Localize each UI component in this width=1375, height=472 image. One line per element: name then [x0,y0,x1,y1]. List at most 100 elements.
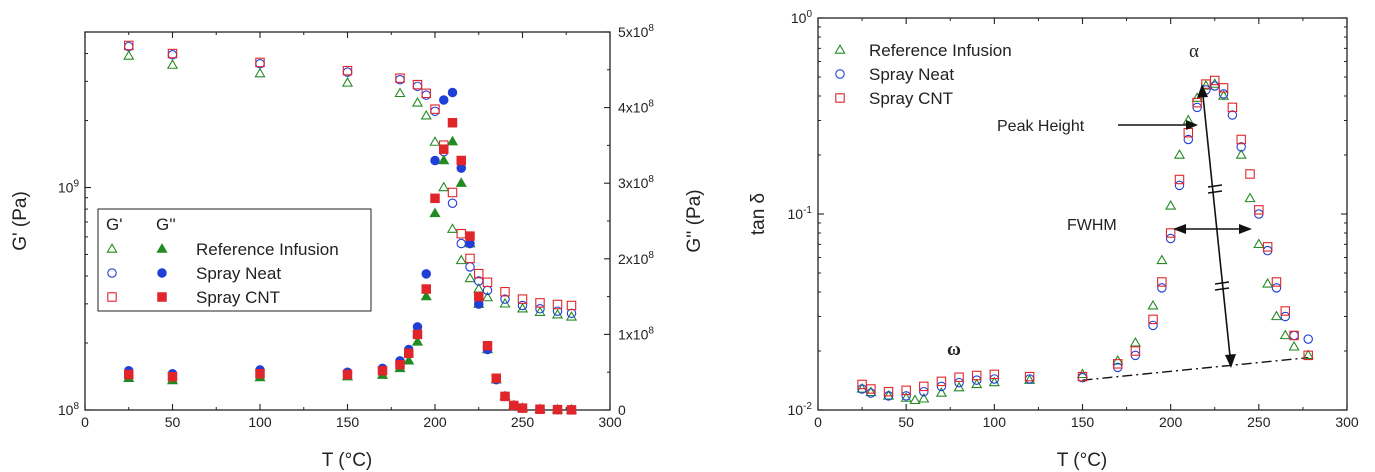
modulus-y2-tick-label: 3x108 [618,174,654,191]
gprime-reference-infusion-point [516,302,529,313]
tan-delta-reference-infusion-point [953,381,965,392]
gdoubleprime-spray-cnt-point [491,373,501,383]
gdoubleprime-reference-infusion-point [438,154,450,165]
omega-label: ω [947,339,961,360]
fwhm-double-arrow [1173,224,1252,234]
gprime-spray-neat-point [535,304,545,314]
tan-delta-spray-neat-point [1210,81,1220,91]
tan-delta-x-tick-label: 200 [1159,414,1183,430]
tan-delta-spray-cnt-point [1157,277,1167,287]
gdoubleprime-spray-cnt-point [430,193,440,204]
tan-delta-annotations: α ω Peak Height FWHM [947,41,1252,368]
modulus-y-axis-title: G' (Pa) [10,191,31,251]
tan-delta-spray-neat-point [1148,320,1158,331]
modulus-legend-box [97,208,372,312]
modulus-x-tick-label: 200 [423,414,447,430]
gdoubleprime-reference-infusion-point [420,290,432,301]
tan-delta-spray-cnt-point [1165,228,1176,238]
tan-delta-spray-neat-point [1236,142,1246,152]
gdoubleprime-spray-cnt-point [412,329,423,340]
peak-height-pointer-arrow [1118,120,1198,130]
gdoubleprime-spray-cnt-point [395,359,405,370]
tan-delta-spray-cnt-point [1130,346,1141,356]
legend-header-gprime: G' [106,215,122,234]
gdoubleprime-reference-infusion-point [429,207,441,218]
gdoubleprime-spray-neat-point [438,95,449,105]
tan-delta-legend: Reference Infusion Spray Neat Spray CNT [834,41,1012,108]
tan-delta-reference-infusion-point [900,392,912,402]
gprime-spray-cnt-point [482,277,493,288]
tan-delta-spray-cnt-point [919,381,929,392]
gprime-reference-infusion-point [464,272,476,283]
modulus-x-tick-labels: 0 50 100 150 200 250 300 [81,414,622,430]
tan-delta-x-tick-label: 50 [898,414,914,430]
gdoubleprime-spray-cnt-point [377,365,388,376]
tan-delta-y-tick-label: 100 [791,9,813,26]
tan-delta-chart: 0 50 100 150 200 250 300 10-2 10-1 100 T (°C) ta… [748,9,1359,471]
tan-delta-spray-cnt-point [1077,371,1088,382]
tan-delta-spray-neat-point [1157,283,1167,293]
modulus-x-tick-label: 150 [336,414,360,430]
tan-delta-reference-infusion-point [1147,299,1159,310]
tan-delta-legend-marker-spray-neat [835,69,845,79]
tan-delta-x-tick-label: 100 [983,414,1007,430]
gdoubleprime-spray-cnt-point [403,348,414,359]
tan-delta-spray-neat-point [1165,233,1176,244]
tan-delta-reference-infusion-point [1262,277,1274,288]
gdoubleprime-spray-cnt-point [552,404,563,415]
gdoubleprime-spray-cnt-point [482,340,493,351]
tan-delta-reference-infusion-point [1270,310,1283,321]
modulus-legend-marker-reference-infusion [106,243,118,253]
gprime-spray-cnt-point [124,40,134,51]
gdoubleprime-spray-cnt-point [465,231,475,241]
gprime-spray-cnt-point [517,294,528,304]
tan-delta-spray-neat-point [901,391,911,401]
gprime-spray-cnt-point [566,300,577,311]
gdoubleprime-spray-cnt-point [456,155,466,166]
tan-delta-x-tick-label: 0 [814,414,822,430]
gprime-spray-cnt-point [465,253,475,264]
tan-delta-reference-infusion-point [1279,329,1291,340]
peak-height-label: Peak Height [997,118,1085,135]
tan-delta-spray-neat-point [919,386,929,397]
gprime-spray-cnt-point [430,104,440,114]
gprime-spray-neat-point [566,308,577,319]
modulus-x-tick-label: 250 [511,414,535,430]
tan-delta-reference-infusion-point [988,376,1000,387]
modulus-chart: 0 50 100 150 200 250 300 108 109 0 1x108 2x108 3x1… [10,23,705,471]
modulus-x-tick-label: 50 [165,414,181,430]
gprime-reference-infusion-point [565,311,578,321]
gprime-spray-neat-point [456,238,466,249]
tan-delta-legend-label-reference-infusion: Reference Infusion [869,41,1012,60]
tan-delta-y-tick-label: 10-1 [788,205,813,222]
tan-delta-spray-cnt-point [1148,314,1158,325]
tan-delta-reference-infusion-point [1244,192,1256,203]
tan-delta-spray-cnt-point [936,376,947,387]
gdoubleprime-spray-cnt-point [438,144,449,154]
tan-delta-spray-cnt-point [1236,134,1246,145]
gdoubleprime-spray-cnt-point [508,400,519,411]
gprime-reference-infusion-point [411,96,424,107]
tan-delta-reference-infusion-point [909,394,921,405]
gprime-reference-infusion-point [481,291,494,302]
gdoubleprime-spray-cnt-point [342,369,353,380]
gdoubleprime-spray-cnt-point [124,369,134,380]
tan-delta-spray-cnt-point [1245,169,1255,179]
tan-delta-spray-cnt-point [971,370,982,381]
modulus-legend-marker-reference-infusion [156,243,168,253]
tan-delta-spray-neat-point [1174,180,1185,191]
tan-delta-spray-cnt-point [1218,83,1229,93]
modulus-y2-tick-labels: 0 1x108 2x108 3x108 4x108 5x108 [618,23,654,418]
gprime-reference-infusion-point [446,223,459,233]
baseline-line [1082,356,1309,381]
tan-delta-legend-markers [834,44,846,103]
tan-delta-reference-infusion-point [1076,368,1089,379]
modulus-legend-marker-spray-cnt [107,292,117,302]
gprime-reference-infusion-point [551,308,564,319]
gprime-spray-cnt-point [456,228,466,239]
tan-delta-reference-infusion-point [1200,80,1212,90]
modulus-y-tick-labels: 108 109 [58,179,80,418]
modulus-y2-tick-label: 1x108 [618,325,654,342]
modulus-legend-label-reference-infusion: Reference Infusion [196,240,339,259]
tan-delta-spray-neat-point [1271,283,1282,293]
